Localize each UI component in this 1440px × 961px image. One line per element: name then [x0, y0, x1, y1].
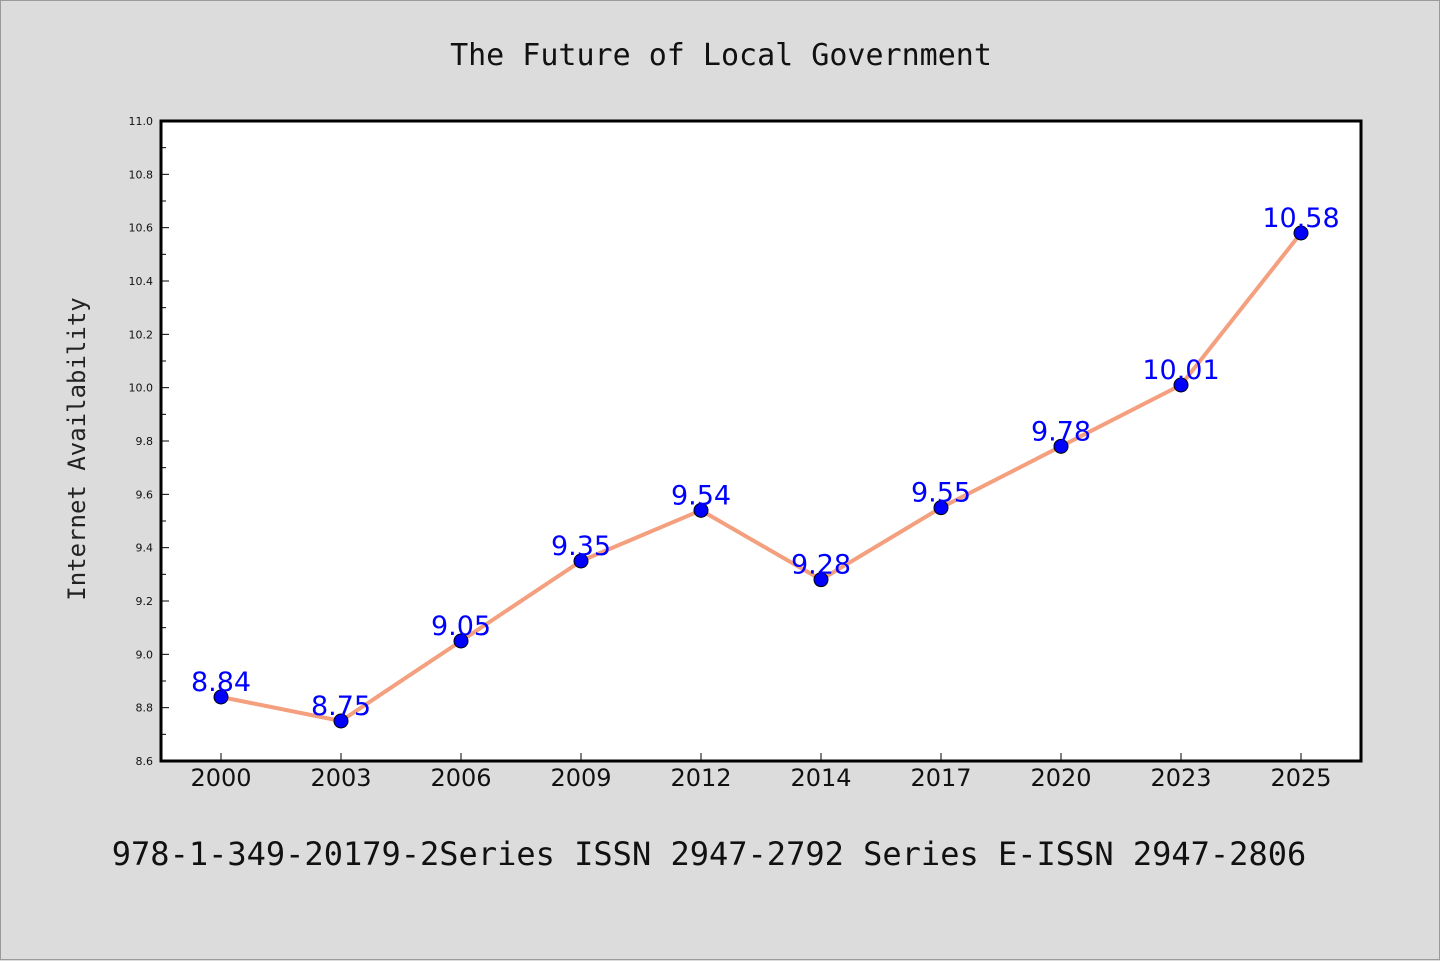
x-tick-label: 2020 — [1030, 764, 1091, 792]
y-tick-label: 9.6 — [136, 488, 154, 501]
x-tick-label: 2006 — [430, 764, 491, 792]
data-point-marker — [213, 689, 229, 705]
data-point-marker — [933, 500, 949, 516]
data-label: 10.01 — [1142, 355, 1219, 386]
plot-area — [159, 119, 1363, 763]
chart-title: The Future of Local Government — [450, 38, 992, 73]
y-tick-label: 8.6 — [136, 755, 154, 768]
x-tick-label: 2000 — [190, 764, 251, 792]
y-tick-label: 9.0 — [136, 648, 154, 661]
y-tick-label: 10.4 — [129, 275, 154, 288]
x-tick-label: 2003 — [310, 764, 371, 792]
data-point-marker — [693, 502, 709, 518]
data-label: 8.84 — [191, 667, 251, 698]
x-tick-label: 2014 — [790, 764, 851, 792]
y-tick-label: 11.0 — [129, 115, 154, 128]
y-tick-label: 10.6 — [129, 222, 154, 235]
x-tick-label: 2017 — [910, 764, 971, 792]
data-label: 9.28 — [791, 550, 851, 581]
data-point-marker — [1053, 438, 1069, 454]
x-tick-label: 2025 — [1270, 764, 1331, 792]
y-tick-label: 10.0 — [129, 382, 154, 395]
data-point-marker — [813, 572, 829, 588]
data-label: 8.75 — [311, 691, 371, 722]
y-axis: 8.6 8.8 9.0 9.2 9.4 9.6 9.8 10.0 10.2 10.4 10.6 10.… — [129, 115, 169, 768]
data-point-marker — [1173, 377, 1189, 393]
data-label: 9.54 — [671, 480, 731, 511]
y-axis-title: Internet Availability — [63, 297, 91, 600]
data-point-marker — [573, 553, 589, 569]
data-label: 9.05 — [431, 611, 491, 642]
x-tick-label: 2012 — [670, 764, 731, 792]
y-tick-label: 9.2 — [136, 595, 154, 608]
data-label: 10.58 — [1262, 203, 1339, 234]
data-point-marker — [333, 713, 349, 729]
series-layer: 8.84 8.75 9.05 9.35 9.54 9.28 9.55 9.78 10.01 10.… — [191, 203, 1340, 729]
y-tick-label: 9.8 — [136, 435, 154, 448]
y-tick-label: 10.2 — [129, 328, 154, 341]
data-point-marker — [453, 633, 469, 649]
y-tick-label: 9.4 — [136, 542, 154, 555]
y-tick-label: 8.8 — [136, 702, 154, 715]
data-point-marker — [1293, 225, 1309, 241]
caption-isbn-issn: 978-1-349-20179-2Series ISSN 2947-2792 S… — [112, 835, 1306, 873]
data-label: 9.35 — [551, 531, 611, 562]
x-tick-label: 2009 — [550, 764, 611, 792]
data-label: 9.55 — [911, 478, 971, 509]
x-tick-label: 2023 — [1150, 764, 1211, 792]
series-line — [219, 231, 1303, 723]
data-label: 9.78 — [1031, 416, 1091, 447]
x-axis: 2000 2003 2006 2009 2012 2014 2017 2020 2023 2025 — [190, 753, 1332, 792]
y-tick-label: 10.8 — [129, 168, 154, 181]
